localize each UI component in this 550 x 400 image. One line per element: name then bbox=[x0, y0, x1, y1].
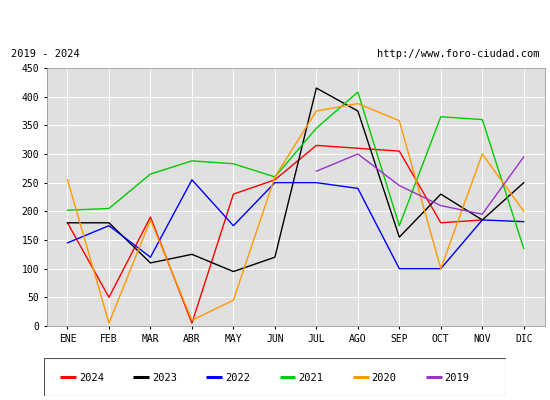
Text: Evolucion Nº Turistas Nacionales en el municipio de Aín: Evolucion Nº Turistas Nacionales en el m… bbox=[67, 15, 483, 28]
Text: 2021: 2021 bbox=[299, 373, 323, 383]
Text: 2019: 2019 bbox=[445, 373, 470, 383]
Text: 2019 - 2024: 2019 - 2024 bbox=[11, 49, 80, 59]
Text: 2023: 2023 bbox=[152, 373, 177, 383]
Text: http://www.foro-ciudad.com: http://www.foro-ciudad.com bbox=[377, 49, 539, 59]
Text: 2020: 2020 bbox=[372, 373, 397, 383]
Text: 2022: 2022 bbox=[226, 373, 250, 383]
Text: 2024: 2024 bbox=[79, 373, 104, 383]
